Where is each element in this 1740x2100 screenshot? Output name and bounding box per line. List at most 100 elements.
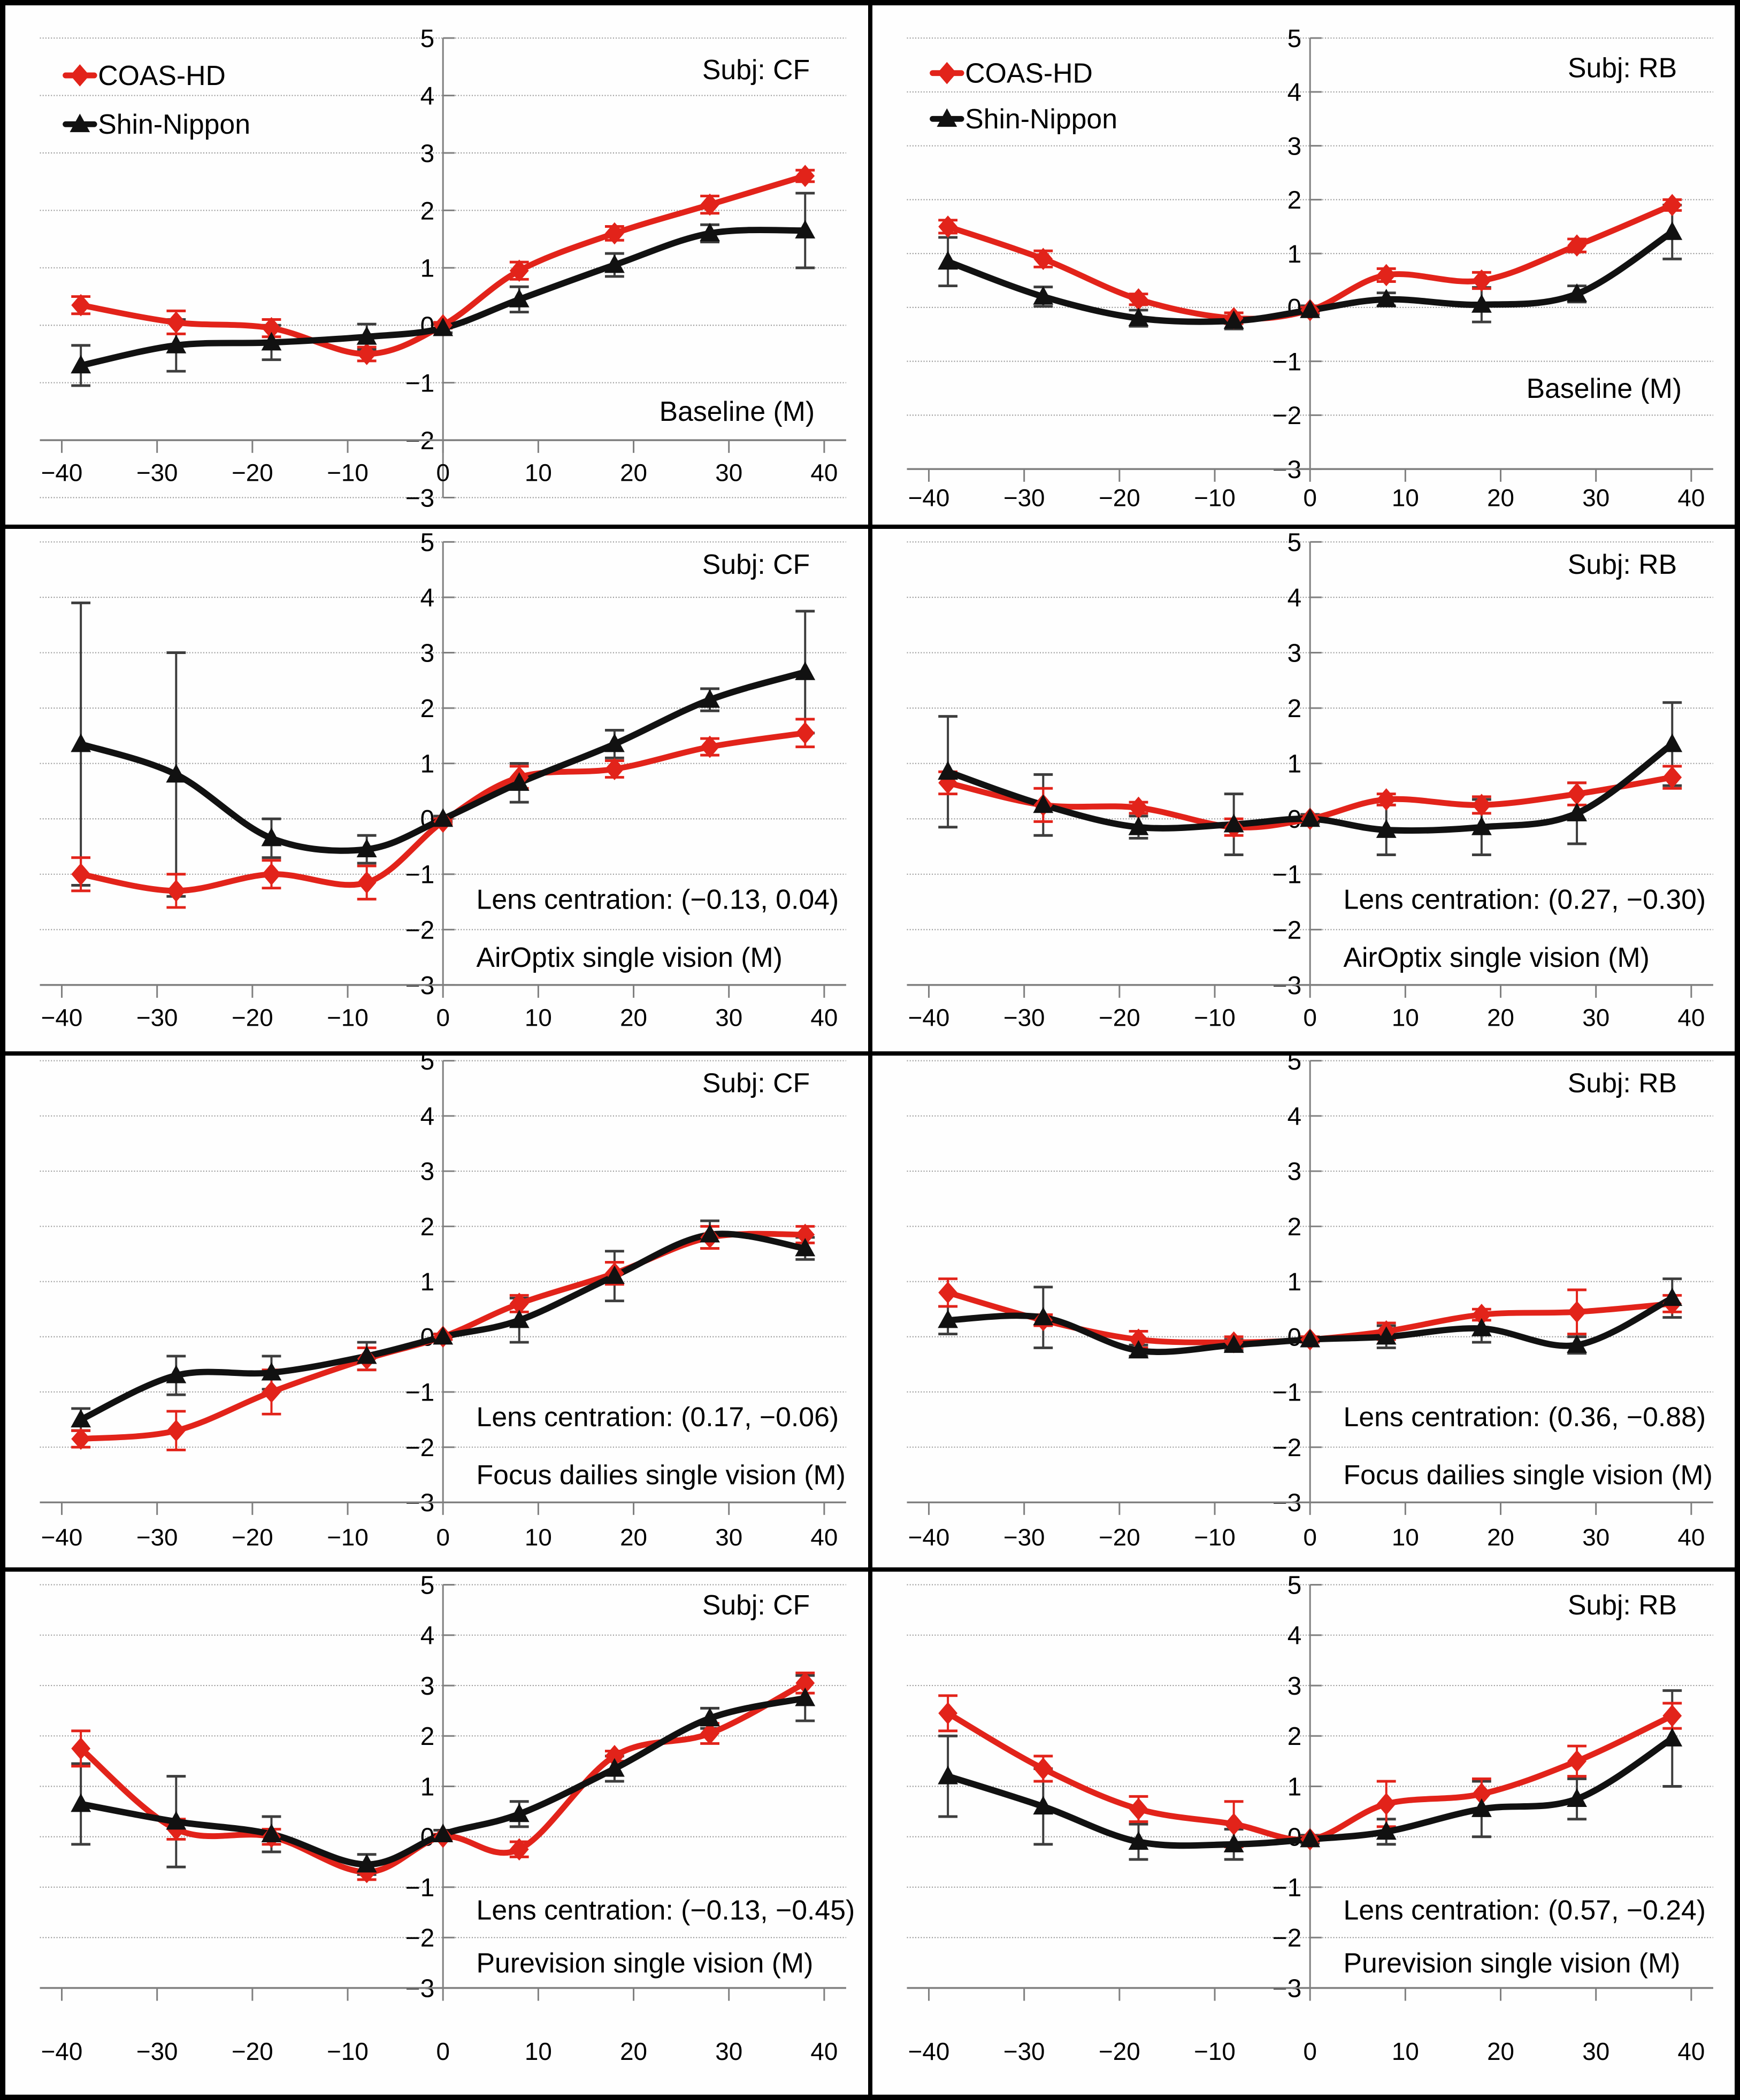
y-tick-label: −2	[1272, 916, 1301, 944]
x-tick-label: 0	[436, 459, 449, 487]
subject-label: Subj: CF	[702, 1068, 810, 1098]
legend-item-shin-nippon: Shin-Nippon	[63, 109, 250, 140]
y-tick-label: −2	[1272, 1924, 1301, 1952]
y-tick-label: −2	[1272, 1434, 1301, 1461]
x-tick-label: 30	[1582, 2038, 1609, 2065]
triangle-marker-shin-nippon	[261, 827, 282, 847]
y-tick-label: −1	[1272, 348, 1301, 376]
diamond-marker-coas-hd	[1662, 1704, 1682, 1727]
triangle-marker-shin-nippon	[700, 1224, 720, 1243]
x-tick-label: 30	[715, 1524, 742, 1551]
triangle-marker-shin-nippon	[604, 254, 625, 273]
triangle-marker-shin-nippon	[1223, 310, 1244, 329]
diamond-marker-coas-hd	[1129, 288, 1148, 311]
triangle-legend-marker	[936, 108, 957, 127]
triangle-marker-shin-nippon	[71, 1793, 91, 1812]
y-tick-label: 4	[1287, 1622, 1301, 1650]
x-tick-label: −10	[1194, 1004, 1236, 1031]
y-tick-label: 2	[420, 1722, 435, 1751]
panel-purevision-rb: −3 −2 −1 0 1 2 3 4 5 −40 −30 −20 −10 0 10 20 30 40 Subj: R…	[870, 1570, 1737, 2097]
subject-label: Subj: CF	[702, 1589, 810, 1620]
x-tick-label: −20	[232, 459, 273, 487]
panel-airoptix-cf: −3 −2 −1 0 1 2 3 4 5 −40 −30 −20 −10 0 10 20 30 40 Subj: C…	[3, 527, 870, 1053]
triangle-marker-shin-nippon	[795, 1687, 816, 1706]
triangle-marker-shin-nippon	[433, 808, 454, 827]
x-tick-label: −20	[232, 1004, 273, 1031]
x-tick-label: 40	[810, 459, 838, 487]
x-tick-label: −30	[1003, 1004, 1045, 1031]
x-tick-label: −20	[1099, 484, 1140, 511]
triangle-marker-shin-nippon	[356, 1853, 377, 1873]
x-tick-label: −20	[1099, 1004, 1140, 1031]
triangle-marker-shin-nippon	[700, 1707, 720, 1727]
y-tick-label: 2	[1287, 1213, 1301, 1241]
x-tick-label: −30	[1003, 1524, 1045, 1551]
y-tick-label: 3	[420, 1158, 435, 1186]
y-tick-label: 3	[1287, 133, 1301, 161]
x-tick-label: 10	[1391, 1004, 1419, 1031]
x-tick-label: 10	[525, 459, 552, 487]
y-tick-label: 5	[1287, 1572, 1301, 1599]
annotation-label: Purevision single vision (M)	[477, 1947, 814, 1978]
panel-background	[5, 529, 868, 1051]
triangle-marker-shin-nippon	[261, 1362, 282, 1381]
x-tick-label: 10	[1391, 2038, 1419, 2065]
triangle-marker-shin-nippon	[509, 289, 530, 307]
panel-baseline-cf: −3 −2 −1 0 1 2 3 4 5 −40 −30 −20 −10 0 10 20 30 40 COAS-HD…	[3, 3, 870, 527]
x-tick-label: 30	[715, 1004, 742, 1031]
x-tick-label: −30	[1003, 484, 1045, 511]
diamond-marker-coas-hd	[71, 294, 91, 317]
x-tick-label: 0	[1303, 1004, 1316, 1031]
x-tick-label: 20	[620, 1004, 647, 1031]
annotation-label: Focus dailies single vision (M)	[477, 1460, 846, 1490]
panel-background	[5, 1056, 868, 1567]
triangle-marker-shin-nippon	[166, 1811, 187, 1830]
x-tick-label: −40	[41, 2038, 83, 2065]
x-tick-label: 40	[1677, 1004, 1705, 1031]
y-tick-label: 2	[420, 1213, 435, 1241]
x-tick-label: 10	[525, 2038, 552, 2065]
y-tick-label: −1	[405, 861, 434, 889]
triangle-marker-shin-nippon	[1471, 294, 1492, 313]
triangle-marker-shin-nippon	[71, 355, 91, 374]
x-tick-label: −30	[136, 2038, 178, 2065]
diamond-marker-coas-hd	[938, 215, 957, 238]
annotation-label: Lens centration: (0.27, −0.30)	[1343, 883, 1706, 914]
x-tick-label: 0	[1303, 2038, 1316, 2065]
triangle-marker-shin-nippon	[1566, 802, 1587, 821]
x-tick-label: −20	[232, 1524, 273, 1551]
annotation-label: Lens centration: (0.36, −0.88)	[1343, 1402, 1706, 1432]
annotation-label: AirOptix single vision (M)	[1343, 942, 1649, 973]
y-tick-label: 2	[1287, 695, 1301, 723]
y-tick-label: 5	[420, 1056, 435, 1075]
annotation-label: Focus dailies single vision (M)	[1343, 1460, 1712, 1490]
triangle-marker-shin-nippon	[1128, 1831, 1148, 1850]
subject-label: Subj: RB	[1567, 52, 1676, 83]
triangle-marker-shin-nippon	[356, 326, 377, 345]
x-tick-label: −10	[1194, 1524, 1236, 1551]
y-tick-label: −2	[405, 916, 434, 944]
x-tick-label: 40	[1677, 484, 1705, 511]
x-tick-label: −30	[136, 1524, 178, 1551]
diamond-marker-coas-hd	[700, 1722, 719, 1745]
x-tick-label: −20	[232, 2038, 273, 2065]
y-tick-label: 2	[420, 695, 435, 723]
x-tick-label: 40	[810, 1524, 838, 1551]
x-tick-label: 20	[1487, 1004, 1514, 1031]
x-tick-label: −40	[908, 484, 949, 511]
triangle-marker-shin-nippon	[1223, 1833, 1244, 1852]
x-tick-label: −10	[1194, 2038, 1236, 2065]
triangle-marker-shin-nippon	[1223, 813, 1244, 833]
x-tick-label: 40	[1677, 1524, 1705, 1551]
x-tick-label: 40	[810, 2038, 838, 2065]
y-tick-label: 1	[1287, 240, 1301, 268]
x-tick-label: 0	[436, 1524, 449, 1551]
y-tick-label: 0	[1287, 294, 1301, 322]
x-tick-label: 10	[1391, 484, 1419, 511]
triangle-marker-shin-nippon	[795, 661, 816, 680]
triangle-marker-shin-nippon	[1299, 1329, 1320, 1348]
x-tick-label: 20	[1487, 2038, 1514, 2065]
